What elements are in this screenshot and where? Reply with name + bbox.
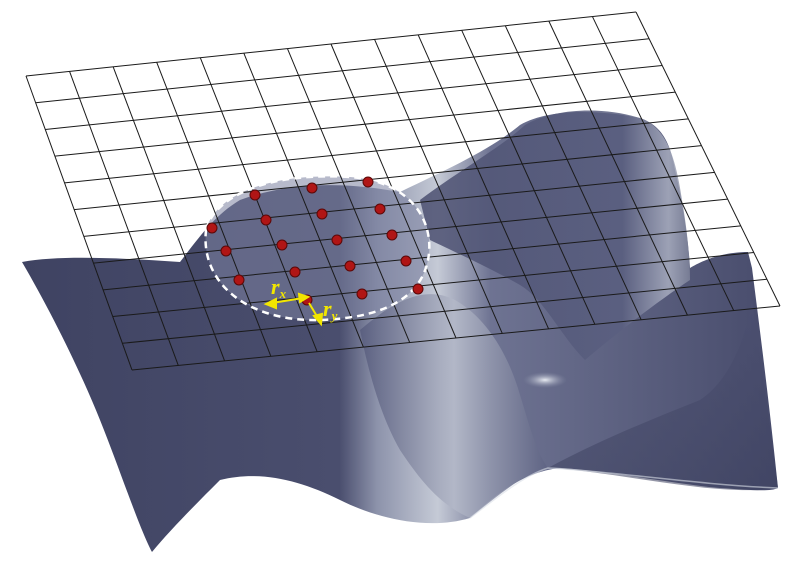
ellipse-boundary: [204, 175, 431, 322]
sample-point: [412, 283, 424, 295]
sample-point: [289, 266, 301, 278]
sample-point: [249, 189, 261, 201]
rx-arrow: [271, 297, 304, 304]
sample-point: [206, 222, 218, 234]
sample-point: [344, 260, 356, 272]
projection-grid: [25, 11, 781, 371]
grid-column-line: [199, 57, 318, 352]
sample-point: [316, 208, 328, 220]
ry-arrowhead: [312, 312, 324, 327]
surface-ridge-line: [469, 467, 779, 519]
rx-arrowhead-right: [297, 292, 311, 304]
surface: [22, 110, 779, 553]
sample-point: [220, 245, 232, 257]
grid-column-line: [25, 75, 133, 371]
sample-point: [306, 182, 318, 194]
grid-column-line: [504, 25, 642, 320]
grid-column-line: [591, 16, 735, 311]
grid-column-line: [374, 39, 503, 334]
surface-front-wall: [548, 300, 778, 491]
grid-column-line: [286, 48, 411, 343]
grid-column-line: [330, 43, 457, 339]
grid-column-line: [112, 66, 226, 362]
sample-point: [276, 239, 288, 251]
surface-valley-highlight: [360, 294, 548, 518]
grid-column-line: [461, 30, 596, 325]
sample-point: [362, 176, 374, 188]
surface-sheen: [523, 372, 567, 388]
rx-label: rx: [271, 274, 287, 301]
sample-point: [400, 255, 412, 267]
ry-label: ry: [323, 296, 338, 323]
rx-arrowhead-left: [263, 297, 277, 310]
sample-point: [260, 214, 272, 226]
grid-column-line: [417, 34, 550, 330]
grid-column-line: [243, 52, 364, 348]
grid-column-line: [548, 20, 688, 316]
radius-arrows: [263, 292, 324, 327]
sample-point: [356, 288, 368, 300]
grid-column-line: [69, 71, 179, 366]
sample-point: [233, 274, 245, 286]
sample-point: [386, 229, 398, 241]
sample-points: [206, 176, 424, 306]
sample-point: [374, 203, 386, 215]
grid-column-line: [635, 11, 781, 307]
sample-point: [331, 234, 343, 246]
